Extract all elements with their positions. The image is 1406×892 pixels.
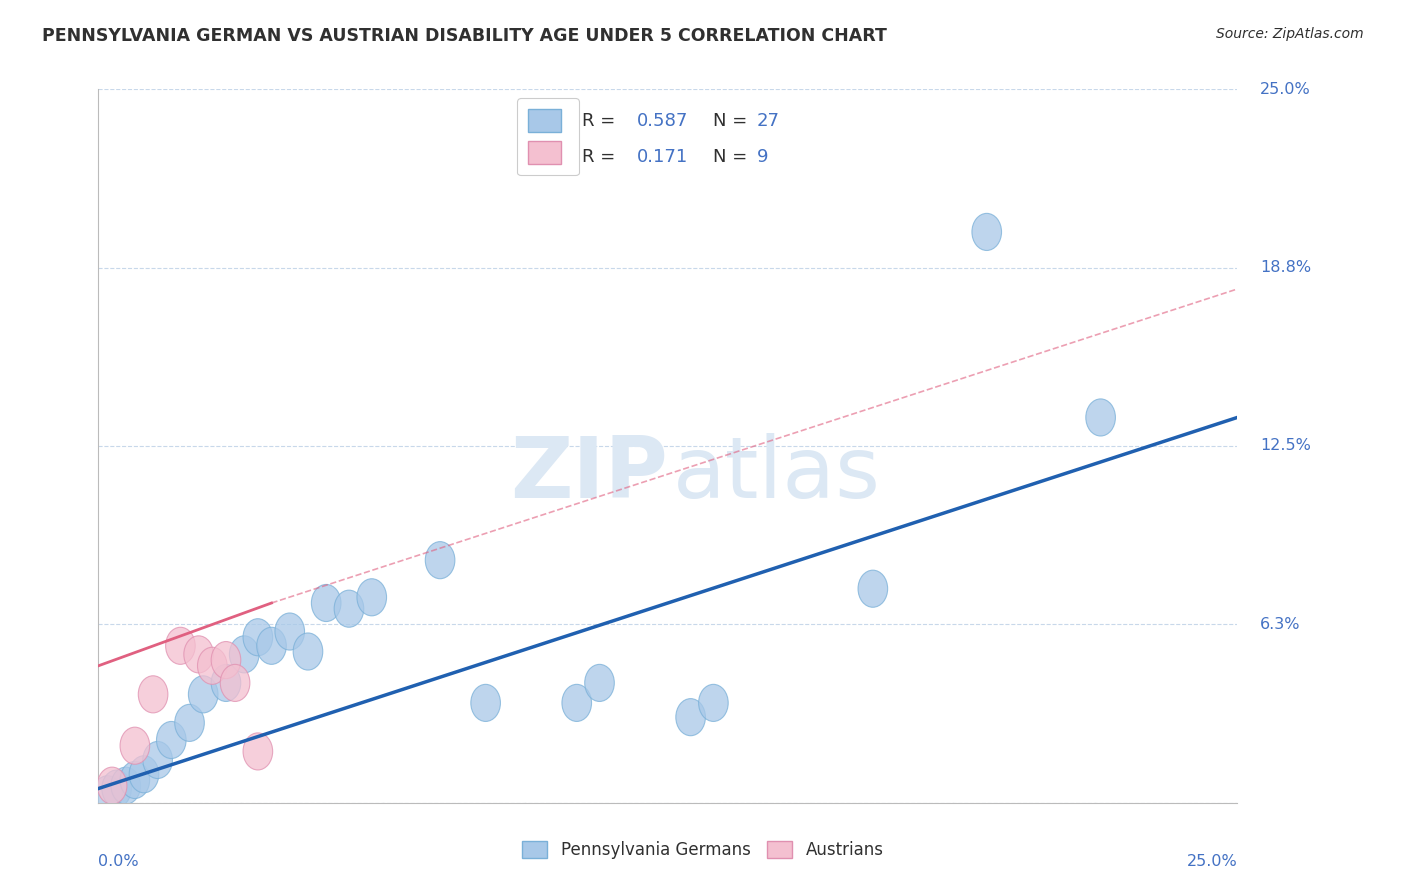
Ellipse shape (97, 767, 127, 805)
Ellipse shape (93, 776, 122, 813)
Ellipse shape (972, 213, 1001, 251)
Text: R =: R = (582, 112, 621, 130)
Ellipse shape (562, 684, 592, 722)
Text: 12.5%: 12.5% (1260, 439, 1310, 453)
Ellipse shape (120, 762, 149, 798)
Ellipse shape (357, 579, 387, 615)
Text: 0.171: 0.171 (637, 148, 689, 166)
Legend: Pennsylvania Germans, Austrians: Pennsylvania Germans, Austrians (516, 834, 890, 866)
Ellipse shape (211, 641, 240, 679)
Text: 27: 27 (756, 112, 780, 130)
Ellipse shape (184, 636, 214, 673)
Ellipse shape (676, 698, 706, 736)
Text: 9: 9 (756, 148, 768, 166)
Text: Source: ZipAtlas.com: Source: ZipAtlas.com (1216, 27, 1364, 41)
Ellipse shape (311, 584, 342, 622)
Text: atlas: atlas (672, 433, 880, 516)
Ellipse shape (335, 591, 364, 627)
Ellipse shape (425, 541, 456, 579)
Text: 18.8%: 18.8% (1260, 260, 1312, 275)
Ellipse shape (156, 722, 186, 758)
Text: PENNSYLVANIA GERMAN VS AUSTRIAN DISABILITY AGE UNDER 5 CORRELATION CHART: PENNSYLVANIA GERMAN VS AUSTRIAN DISABILI… (42, 27, 887, 45)
Ellipse shape (197, 648, 228, 684)
Ellipse shape (294, 633, 323, 670)
Ellipse shape (111, 767, 141, 805)
Ellipse shape (166, 627, 195, 665)
Text: 25.0%: 25.0% (1187, 855, 1237, 869)
Text: N =: N = (713, 112, 754, 130)
Ellipse shape (221, 665, 250, 701)
Ellipse shape (229, 636, 259, 673)
Text: 0.587: 0.587 (637, 112, 689, 130)
Text: N =: N = (713, 148, 759, 166)
Ellipse shape (1085, 399, 1115, 436)
Ellipse shape (143, 741, 173, 779)
Text: 0.0%: 0.0% (98, 855, 139, 869)
Ellipse shape (257, 627, 287, 665)
Ellipse shape (174, 705, 204, 741)
Ellipse shape (188, 676, 218, 713)
Ellipse shape (471, 684, 501, 722)
Ellipse shape (858, 570, 887, 607)
Text: 6.3%: 6.3% (1260, 617, 1301, 632)
Ellipse shape (585, 665, 614, 701)
Ellipse shape (243, 619, 273, 656)
Ellipse shape (129, 756, 159, 793)
Ellipse shape (699, 684, 728, 722)
Ellipse shape (120, 727, 149, 764)
Ellipse shape (101, 770, 131, 807)
Legend: , : , (517, 98, 579, 176)
Text: R =: R = (582, 148, 627, 166)
Text: ZIP: ZIP (510, 433, 668, 516)
Ellipse shape (243, 733, 273, 770)
Text: 25.0%: 25.0% (1260, 82, 1310, 96)
Ellipse shape (211, 665, 240, 701)
Ellipse shape (138, 676, 167, 713)
Ellipse shape (276, 613, 305, 650)
